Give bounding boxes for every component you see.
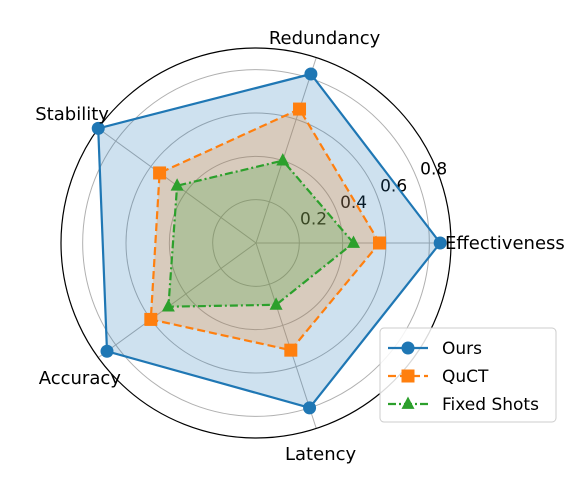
data-point-quct-accuracy bbox=[144, 312, 158, 326]
data-point-fixed-shots-redundancy bbox=[276, 153, 290, 166]
outer-frame bbox=[60, 47, 452, 439]
axis-label-stability: Stability bbox=[35, 104, 109, 125]
spoke-accuracy bbox=[97, 242, 257, 359]
legend-item-ours: Ours bbox=[388, 339, 482, 359]
legend-label-quct: QuCT bbox=[442, 367, 489, 387]
data-point-fixed-shots-latency bbox=[269, 297, 283, 310]
data-point-ours-redundancy bbox=[304, 67, 318, 81]
axis-label-accuracy: Accuracy bbox=[39, 368, 122, 389]
data-point-ours-effectiveness bbox=[433, 236, 447, 250]
series-lines bbox=[91, 67, 447, 415]
r-tick-label: 0.2 bbox=[300, 209, 327, 229]
series-line-fixed-shots bbox=[167, 159, 355, 308]
legend-marker-quct bbox=[401, 369, 415, 383]
spoke-latency bbox=[255, 242, 317, 429]
data-point-ours-stability bbox=[91, 121, 105, 135]
data-point-quct-stability bbox=[153, 166, 167, 180]
legend-frame bbox=[379, 327, 557, 423]
legend-label-fixed-shots: Fixed Shots bbox=[442, 395, 539, 415]
legend-label-ours: Ours bbox=[442, 339, 482, 359]
r-tick-label: 0.8 bbox=[420, 160, 447, 180]
series-fill-quct bbox=[150, 109, 380, 351]
spoke-redundancy bbox=[255, 57, 317, 244]
data-point-quct-latency bbox=[284, 343, 298, 357]
data-point-fixed-shots-effectiveness bbox=[347, 235, 360, 248]
series-fill-fixed-shots bbox=[168, 160, 354, 307]
series-fill-ours bbox=[98, 74, 441, 408]
data-point-ours-latency bbox=[303, 401, 317, 415]
series-fills bbox=[98, 74, 441, 408]
r-tick-label: 0.4 bbox=[340, 193, 367, 213]
axis-label-effectiveness: Effectiveness bbox=[445, 233, 565, 254]
radar-grid: 0.20.40.60.8 bbox=[60, 47, 452, 439]
legend-item-fixed-shots: Fixed Shots bbox=[388, 395, 539, 415]
data-point-fixed-shots-stability bbox=[170, 178, 184, 191]
data-point-quct-effectiveness bbox=[373, 236, 386, 250]
axis-labels: Effectiveness Redundancy Stability Accuracy… bbox=[35, 28, 565, 465]
data-point-quct-redundancy bbox=[293, 102, 307, 116]
data-point-ours-accuracy bbox=[100, 344, 114, 358]
axis-label-latency: Latency bbox=[285, 444, 356, 465]
legend-marker-fixed-shots bbox=[401, 396, 415, 409]
legend-marker-ours bbox=[401, 341, 415, 355]
legend-item-quct: QuCT bbox=[388, 367, 489, 387]
axis-label-redundancy: Redundancy bbox=[269, 28, 381, 49]
series-line-ours bbox=[97, 72, 442, 409]
legend: Ours QuCT Fixed Shots bbox=[379, 327, 557, 423]
data-point-fixed-shots-accuracy bbox=[161, 299, 175, 312]
